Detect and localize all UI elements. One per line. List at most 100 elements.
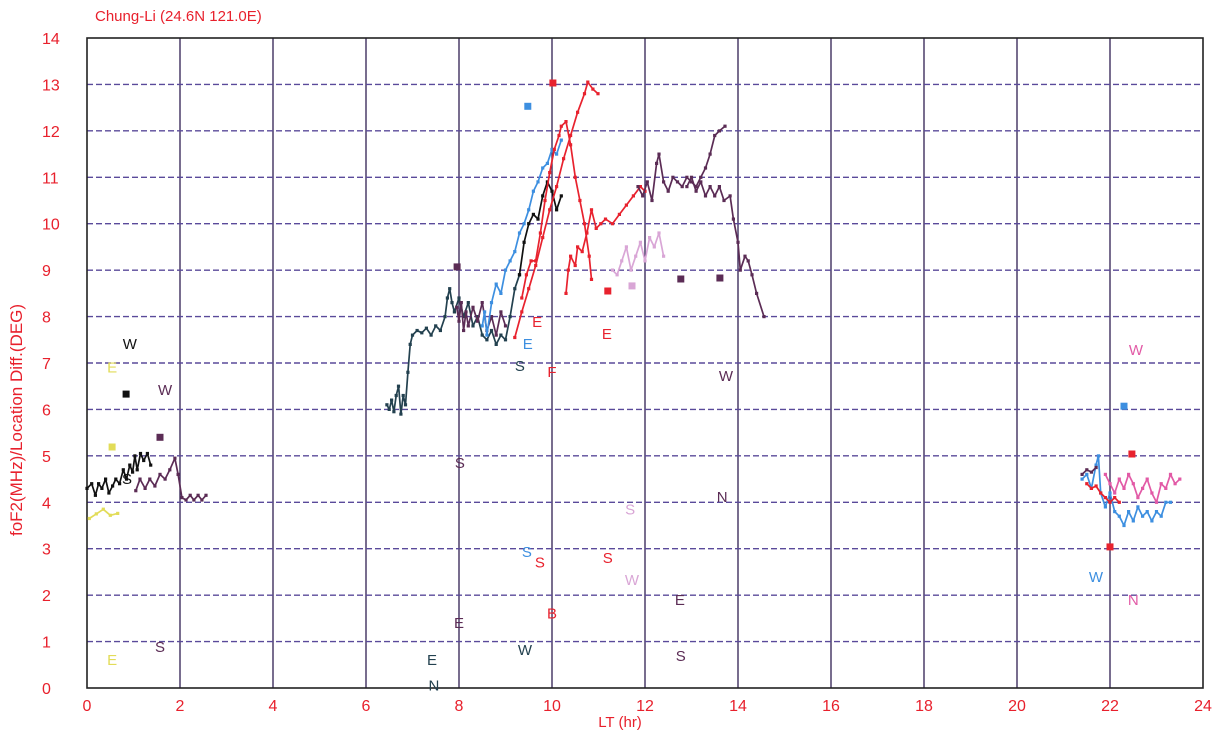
data-point	[722, 198, 726, 203]
square-marker	[156, 433, 164, 441]
data-point	[513, 335, 517, 340]
square-marker	[1128, 450, 1136, 458]
y-tick-label: 10	[42, 217, 60, 234]
data-point	[1150, 519, 1154, 523]
direction-marker: S	[515, 358, 525, 375]
data-point	[531, 189, 535, 193]
data-point	[399, 412, 403, 416]
series	[480, 138, 563, 337]
data-point	[464, 310, 468, 314]
data-point	[192, 498, 196, 502]
data-point	[666, 189, 670, 193]
data-point	[415, 328, 419, 333]
data-point	[685, 185, 689, 189]
data-point	[1150, 491, 1154, 495]
data-point	[483, 310, 487, 314]
data-point	[1108, 500, 1112, 504]
direction-marker: E	[523, 336, 533, 353]
data-point	[1113, 496, 1117, 500]
data-point	[489, 328, 494, 333]
direction-marker: E	[675, 592, 685, 609]
data-point	[520, 296, 524, 300]
data-point	[459, 301, 463, 305]
data-point	[603, 217, 608, 221]
data-point	[541, 236, 545, 240]
data-point	[548, 208, 552, 212]
data-point	[494, 282, 498, 286]
data-point	[738, 268, 742, 272]
data-point	[1168, 472, 1173, 476]
data-point	[562, 157, 566, 161]
data-point	[589, 208, 594, 212]
data-point	[1080, 472, 1084, 476]
data-point	[1089, 470, 1093, 474]
direction-marker: E	[602, 326, 612, 343]
data-point	[121, 468, 125, 472]
data-point	[578, 198, 582, 203]
data-point	[503, 268, 508, 272]
data-point	[85, 486, 89, 490]
square-marker	[1106, 543, 1114, 551]
data-point	[1136, 496, 1140, 500]
data-point	[638, 185, 642, 189]
data-point	[424, 326, 428, 330]
data-point	[703, 194, 708, 198]
data-point	[489, 301, 494, 305]
data-point	[138, 477, 142, 481]
data-point	[566, 268, 570, 272]
data-point	[527, 287, 531, 291]
series	[520, 120, 594, 300]
chart-title: Chung-Li (24.6N 121.0E)	[95, 8, 262, 25]
data-point	[582, 222, 587, 226]
data-point	[534, 263, 538, 268]
y-tick-label: 14	[42, 31, 60, 48]
data-point	[135, 468, 139, 472]
data-point	[524, 273, 528, 277]
data-point	[131, 470, 135, 474]
data-point	[163, 477, 167, 481]
data-point	[723, 124, 727, 128]
square-marker	[524, 102, 532, 110]
data-point	[522, 222, 526, 226]
y-tick-label: 8	[42, 310, 51, 327]
data-point	[1085, 472, 1089, 476]
data-point	[631, 194, 635, 198]
direction-marker: W	[123, 336, 138, 353]
x-tick-label: 10	[543, 698, 561, 715]
data-point	[559, 124, 563, 128]
data-point	[520, 310, 524, 314]
data-point	[200, 498, 204, 502]
data-point	[457, 319, 461, 323]
data-point	[1145, 477, 1149, 481]
data-point	[638, 240, 642, 244]
data-point	[1080, 477, 1084, 481]
data-point	[585, 231, 589, 235]
direction-marker: E	[107, 360, 117, 377]
data-point	[643, 259, 647, 263]
data-point	[1159, 514, 1163, 518]
data-point	[1145, 510, 1149, 514]
series	[85, 451, 153, 497]
direction-marker: W	[1089, 569, 1104, 586]
series-line	[455, 301, 507, 336]
data-point	[586, 80, 590, 84]
data-point	[392, 410, 396, 414]
direction-marker: S	[535, 555, 545, 572]
data-point	[641, 194, 645, 198]
data-point	[576, 245, 580, 249]
data-point	[118, 482, 122, 486]
series	[685, 175, 766, 319]
x-tick-label: 20	[1008, 698, 1026, 715]
data-point	[499, 291, 503, 295]
data-point	[615, 273, 619, 277]
data-point	[573, 263, 577, 268]
data-point	[196, 493, 200, 497]
data-point	[410, 333, 415, 337]
data-point	[596, 92, 600, 96]
data-point	[552, 147, 556, 151]
data-point	[1108, 491, 1112, 495]
data-point	[173, 456, 177, 460]
data-point	[390, 398, 394, 402]
y-tick-label: 0	[42, 681, 51, 698]
data-point	[662, 180, 666, 184]
